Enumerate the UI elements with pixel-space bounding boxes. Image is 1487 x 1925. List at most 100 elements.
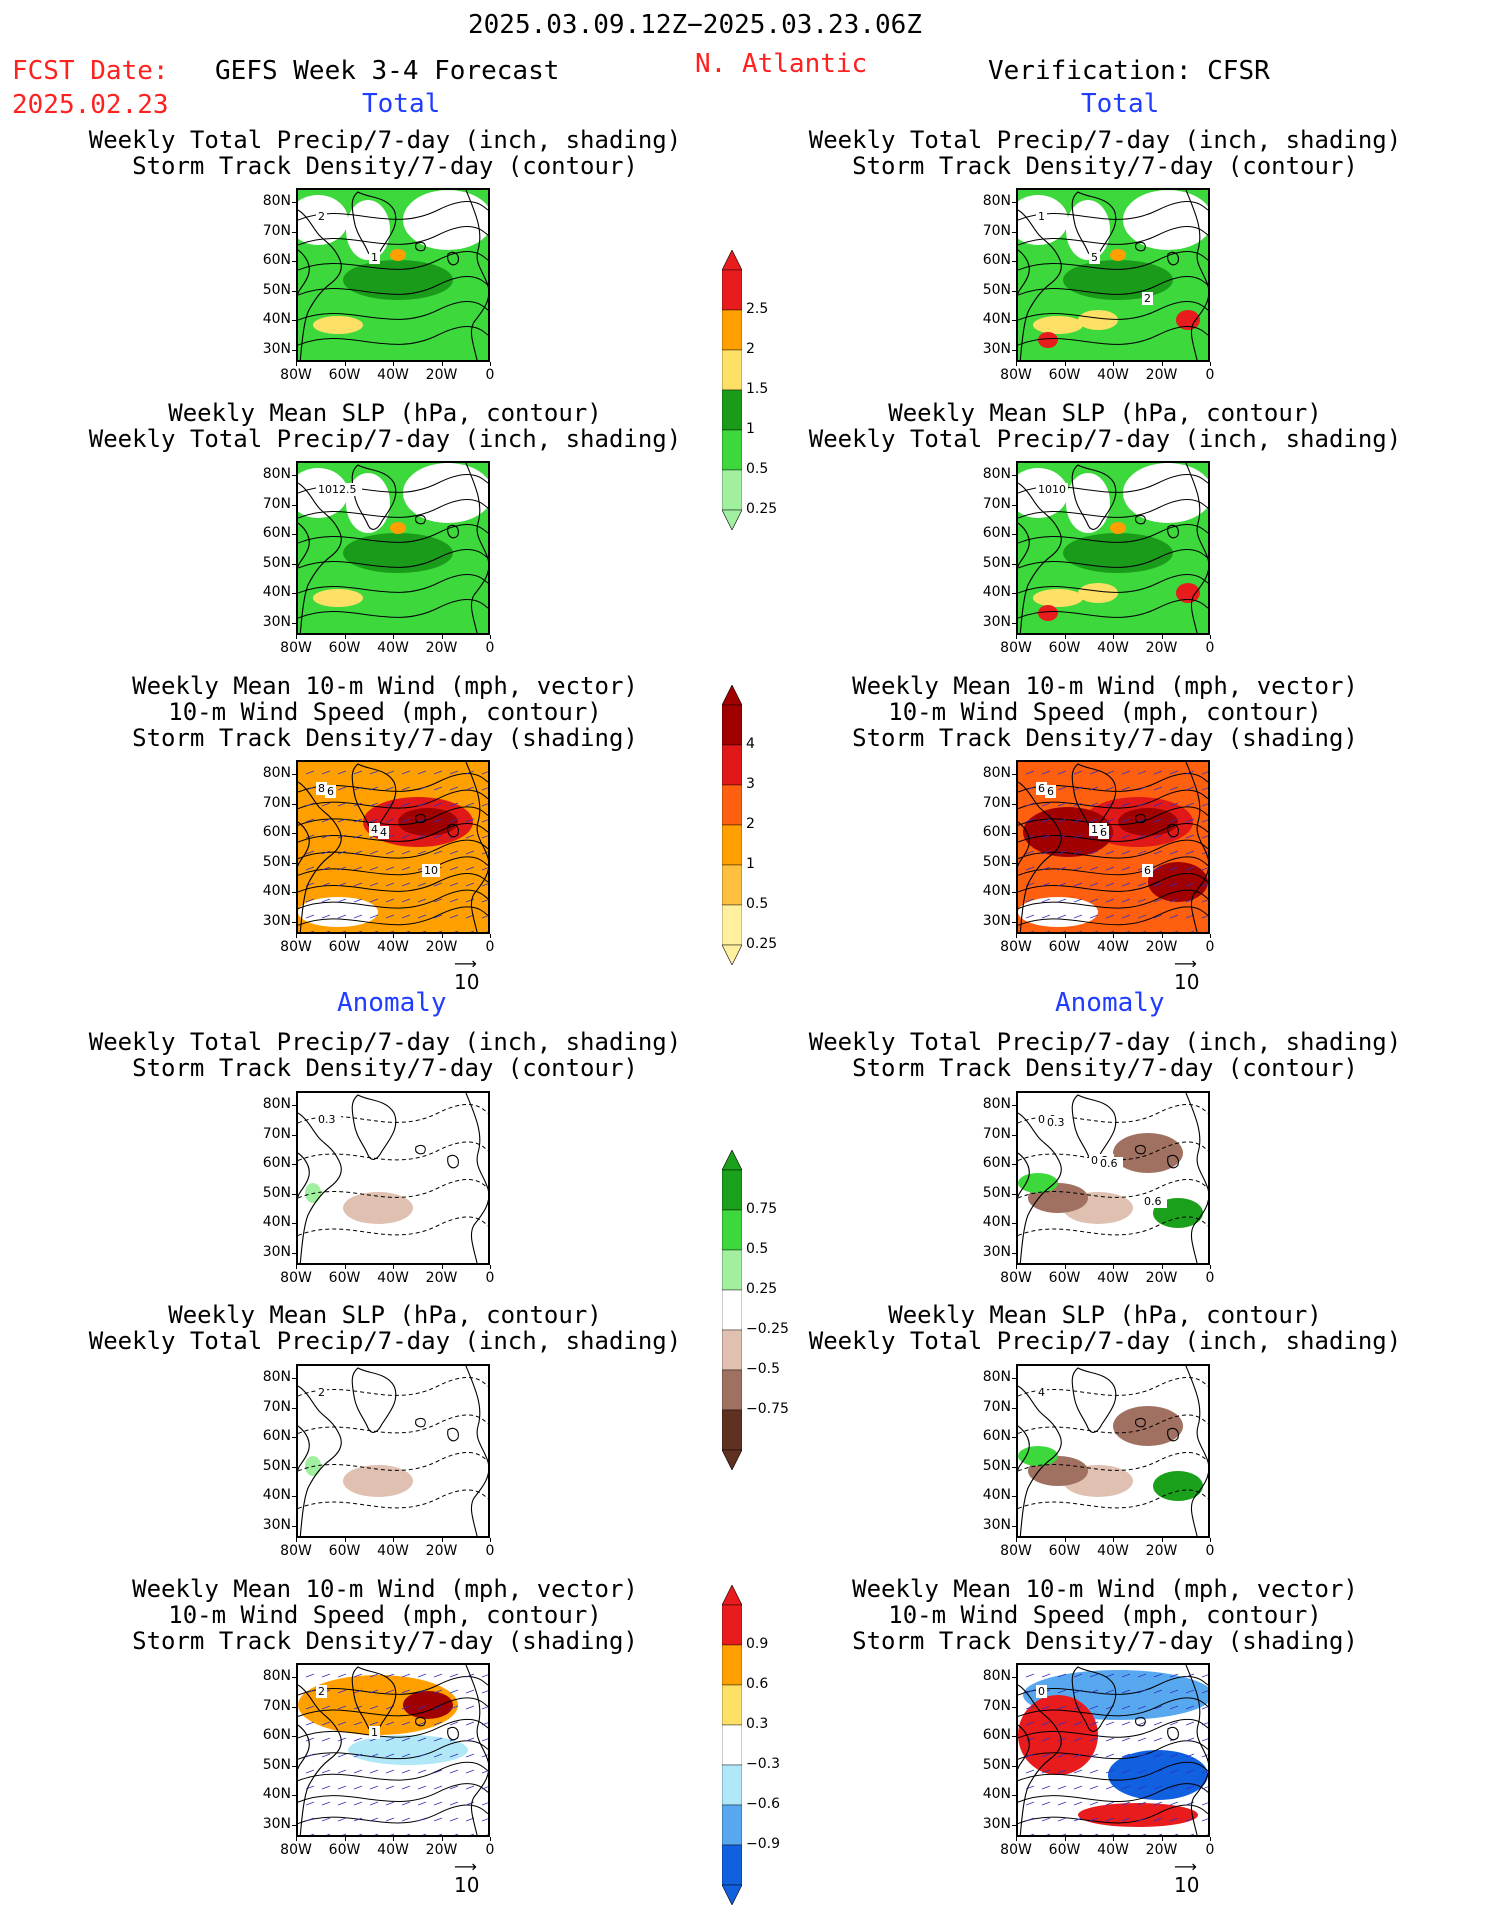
lon-label: 40W <box>1097 367 1129 383</box>
lon-tick <box>1161 934 1163 938</box>
lon-tick <box>344 1538 346 1542</box>
contour-label: 6 <box>327 785 334 798</box>
colorbar-cap <box>722 1884 742 1905</box>
lat-label: 60N <box>982 1155 1011 1171</box>
colorbar-segment <box>722 429 742 471</box>
lat-label: 30N <box>262 1815 291 1832</box>
fcst-date-label: FCST Date: <box>12 56 169 86</box>
lat-label: 60N <box>262 1155 291 1171</box>
contour-label-bg <box>1142 864 1153 877</box>
lat-label: 70N <box>262 222 291 239</box>
lat-label: 30N <box>262 1516 291 1533</box>
lon-tick <box>1016 1265 1017 1269</box>
contour-label: 5 <box>1091 251 1098 264</box>
panel-title: Weekly Total Precip/7-day (inch, shading… <box>808 1028 1402 1082</box>
lon-tick <box>1161 362 1163 366</box>
heavy-precip <box>1078 310 1118 330</box>
lat-tick <box>1012 563 1016 565</box>
lon-tick <box>1210 934 1211 938</box>
lon-label: 60W <box>328 1842 361 1858</box>
section-anomaly-right: Anomaly <box>1055 988 1165 1018</box>
map-ver-anom-precip: 0.60.30.60.30.6 <box>1016 1091 1210 1265</box>
lat-label: 70N <box>982 1125 1011 1142</box>
contour-label: 6 <box>1100 826 1107 839</box>
colorbar-label: −0.5 <box>746 1361 780 1377</box>
lon-label: 40W <box>377 1842 409 1858</box>
vector-reference-value: 10 <box>1174 970 1200 994</box>
lat-tick <box>292 862 296 864</box>
lat-tick <box>292 1134 296 1136</box>
lat-tick <box>292 1824 296 1826</box>
lat-label: 30N <box>982 1243 1011 1260</box>
dry-region <box>1123 463 1208 523</box>
lon-label: 80W <box>1000 367 1032 383</box>
verification-title: Verification: CFSR <box>988 56 1270 86</box>
lon-tick <box>1016 635 1017 639</box>
lat-label: 50N <box>262 1457 291 1474</box>
lon-label: 20W <box>1145 939 1178 955</box>
lon-tick <box>1113 635 1114 639</box>
contour-label: 1010 <box>1038 483 1066 496</box>
heavy-precip <box>1110 249 1126 261</box>
lat-tick <box>1012 1164 1016 1165</box>
dry-region <box>1123 190 1208 250</box>
lat-tick <box>1012 231 1016 233</box>
lat-tick <box>1012 1437 1016 1438</box>
anomaly-contours <box>298 1104 488 1236</box>
lon-tick <box>1210 1265 1211 1269</box>
lat-label: 40N <box>982 1487 1011 1503</box>
lat-tick <box>1012 1496 1016 1497</box>
lon-label: 80W <box>280 1270 312 1286</box>
lon-tick <box>296 635 297 639</box>
lon-label: 20W <box>425 1842 458 1858</box>
colorbar-cap <box>722 944 742 965</box>
lat-label: 60N <box>982 525 1011 541</box>
lon-tick <box>344 1837 346 1841</box>
lat-label: 50N <box>982 1184 1011 1201</box>
lon-tick <box>344 635 346 639</box>
high-density <box>398 808 458 836</box>
wind-vectors <box>305 1673 488 1835</box>
colorbar-label: 0.6 <box>746 1676 769 1692</box>
lat-label: 60N <box>262 525 291 541</box>
contour-label: 0.6 <box>1100 1157 1118 1170</box>
lat-label: 80N <box>982 193 1011 209</box>
lat-label: 60N <box>262 1428 291 1444</box>
lon-tick <box>1064 635 1066 639</box>
anomaly-contours <box>1018 1104 1208 1236</box>
dry-anomaly <box>1113 1133 1183 1173</box>
contour-label-bg <box>369 1726 380 1739</box>
contour-label-bg <box>1089 251 1100 264</box>
colorbar-label: −0.75 <box>746 1401 789 1417</box>
lat-label: 80N <box>262 1668 291 1684</box>
colorbar-label: −0.3 <box>746 1756 780 1772</box>
lat-tick <box>292 622 296 624</box>
colorbar-segment <box>722 309 742 351</box>
lat-tick <box>292 1378 296 1379</box>
lon-label: 20W <box>1145 1270 1178 1286</box>
lon-label: 80W <box>1000 1543 1032 1559</box>
contour-label: 8 <box>318 782 325 795</box>
lon-label: 0 <box>1205 939 1215 955</box>
lat-tick <box>292 349 296 351</box>
lat-label: 80N <box>982 765 1011 781</box>
lat-tick <box>292 1677 296 1678</box>
lon-label: 60W <box>1048 640 1081 656</box>
lon-tick <box>344 934 346 938</box>
period-title: 2025.03.09.12Z−2025.03.23.06Z <box>468 10 922 40</box>
lat-tick <box>1012 1795 1016 1796</box>
lon-label: 20W <box>425 640 458 656</box>
lat-tick <box>1012 1706 1016 1708</box>
panel-title: Weekly Total Precip/7-day (inch, shading… <box>808 126 1402 180</box>
coastline <box>1018 463 1208 633</box>
lon-tick <box>393 362 394 366</box>
speed-contours <box>1018 1676 1208 1825</box>
heavy-precip <box>1176 310 1200 330</box>
lat-tick <box>1012 1765 1016 1767</box>
dry-region <box>403 190 488 250</box>
lat-tick <box>292 1496 296 1497</box>
lat-label: 70N <box>982 794 1011 811</box>
lon-label: 20W <box>425 939 458 955</box>
map-ver-total-slp: 1010 <box>1016 461 1210 635</box>
lat-label: 30N <box>982 340 1011 357</box>
